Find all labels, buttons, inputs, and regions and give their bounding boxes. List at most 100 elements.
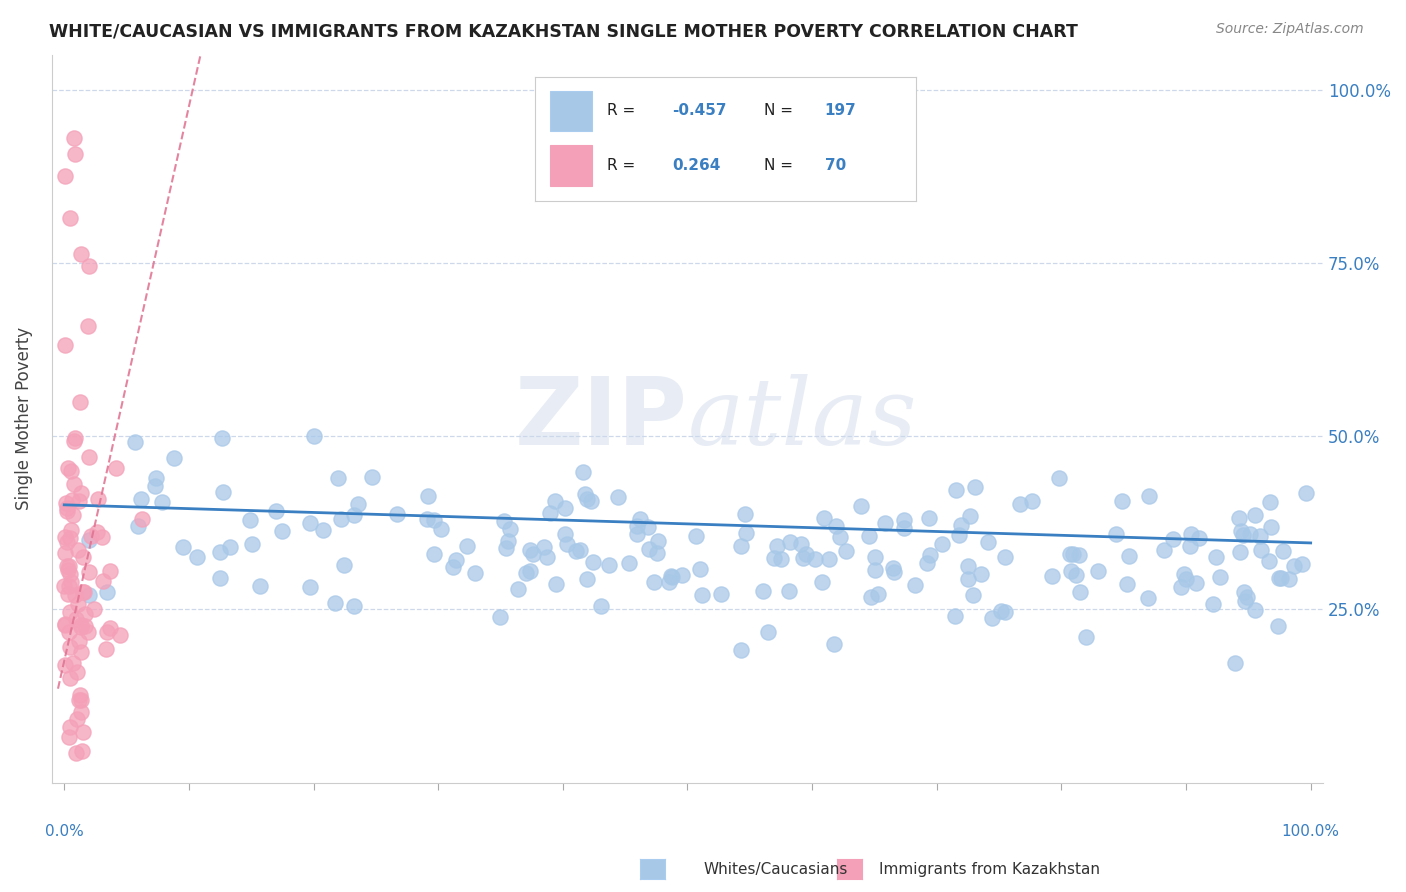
Text: 0.0%: 0.0% <box>45 824 83 839</box>
Point <box>1161 533 1184 547</box>
Point <box>98 565 121 579</box>
Point <box>1173 567 1195 582</box>
Point <box>1233 594 1256 608</box>
Point <box>626 518 648 533</box>
Point <box>931 537 953 551</box>
Point <box>70 617 93 632</box>
Point <box>53 169 76 184</box>
Point <box>492 514 515 528</box>
Point <box>77 319 100 334</box>
Text: Whites/Caucasians: Whites/Caucasians <box>703 863 848 877</box>
Point <box>67 494 90 508</box>
Point <box>569 542 592 557</box>
Point <box>875 516 897 530</box>
Point <box>456 539 478 553</box>
Point <box>1170 580 1192 594</box>
Point <box>1111 494 1133 508</box>
Point <box>498 533 520 548</box>
Point <box>1291 557 1313 571</box>
Point <box>858 529 880 543</box>
Point <box>83 602 105 616</box>
Point <box>70 620 93 634</box>
Point <box>606 491 628 505</box>
Point <box>96 624 118 639</box>
Point <box>108 628 131 642</box>
Point <box>1260 520 1282 534</box>
Point <box>55 496 77 510</box>
Point <box>96 585 118 599</box>
Point <box>893 521 915 535</box>
Point <box>572 465 595 479</box>
Point <box>77 533 100 547</box>
Point <box>994 605 1017 619</box>
Point <box>58 579 80 593</box>
Point <box>72 584 94 599</box>
Point <box>766 539 789 553</box>
Point <box>59 566 82 581</box>
Point <box>1188 532 1211 546</box>
Point <box>823 637 845 651</box>
Point <box>790 537 813 551</box>
Point <box>533 540 555 554</box>
Point <box>576 573 599 587</box>
Point <box>70 693 93 707</box>
Point <box>1205 550 1227 565</box>
Point <box>264 504 287 518</box>
Point <box>56 535 79 549</box>
Text: Immigrants from Kazakhstan: Immigrants from Kazakhstan <box>879 863 1099 877</box>
Point <box>661 570 683 584</box>
Point <box>56 563 79 577</box>
Point <box>464 566 486 581</box>
Point <box>1270 571 1292 585</box>
Point <box>63 146 86 161</box>
Point <box>1059 547 1081 561</box>
Point <box>779 534 801 549</box>
Point <box>58 730 80 744</box>
Point <box>70 705 93 719</box>
Point <box>62 493 84 508</box>
Point <box>804 552 827 566</box>
Point <box>730 539 752 553</box>
Point <box>576 491 599 506</box>
Point <box>70 645 93 659</box>
Point <box>1243 603 1265 617</box>
Point <box>918 510 941 524</box>
Point <box>499 522 522 536</box>
Point <box>945 483 967 497</box>
Point <box>659 569 682 583</box>
Point <box>574 487 596 501</box>
Point <box>962 588 984 602</box>
Point <box>658 575 681 590</box>
Point <box>343 599 366 614</box>
Point <box>323 596 346 610</box>
Point <box>1239 526 1261 541</box>
Point <box>1243 508 1265 523</box>
Point <box>329 512 352 526</box>
Point <box>643 574 665 589</box>
Point <box>186 550 208 565</box>
Point <box>91 530 114 544</box>
Point <box>770 551 793 566</box>
Point <box>70 744 93 758</box>
Point <box>62 131 84 145</box>
Point <box>1076 630 1098 644</box>
Point <box>1250 543 1272 558</box>
Point <box>163 450 186 465</box>
Point <box>62 508 84 522</box>
Point <box>647 533 669 548</box>
Point <box>56 500 79 515</box>
Point <box>347 497 370 511</box>
Point <box>328 470 350 484</box>
Point <box>59 720 82 734</box>
Point <box>752 583 775 598</box>
Point <box>943 608 966 623</box>
Point <box>59 523 82 537</box>
Point <box>1137 489 1160 503</box>
Point <box>131 492 153 507</box>
Point <box>1268 571 1291 585</box>
Point <box>59 605 82 619</box>
Point <box>778 583 800 598</box>
Point <box>70 246 93 260</box>
Point <box>994 550 1017 565</box>
Point <box>1118 549 1140 563</box>
